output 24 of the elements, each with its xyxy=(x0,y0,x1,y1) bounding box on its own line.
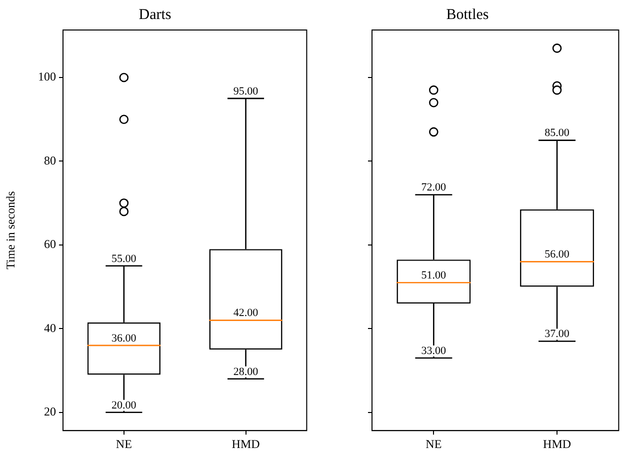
y-tick-label: 60 xyxy=(44,237,56,252)
x-tick-label: HMD xyxy=(232,436,260,451)
text: 33.00 xyxy=(421,344,446,357)
y-tick-label: 20 xyxy=(44,404,56,419)
text: 36.00 xyxy=(112,332,136,344)
y-tick-label: 80 xyxy=(44,153,56,168)
chart-title: Darts xyxy=(138,6,172,23)
x-tick-label: HMD xyxy=(543,436,572,451)
x-tick-label: NE xyxy=(426,436,442,451)
text: 28.00 xyxy=(233,366,258,378)
x-tick-label: NE xyxy=(116,436,132,451)
y-tick-label: 40 xyxy=(44,320,56,335)
text: 72.00 xyxy=(421,182,446,194)
y-tick-label: 100 xyxy=(38,70,56,84)
text: 55.00 xyxy=(112,252,136,265)
text: 42.00 xyxy=(233,307,258,320)
text: 85.00 xyxy=(544,127,570,140)
text: 37.00 xyxy=(544,328,570,340)
text: 20.00 xyxy=(112,399,136,412)
chart-title: Bottles xyxy=(446,6,489,23)
text: 51.00 xyxy=(421,270,446,282)
text: 95.00 xyxy=(233,85,258,98)
text: 56.00 xyxy=(544,248,570,261)
y-axis-title: Time in seconds xyxy=(3,190,18,270)
